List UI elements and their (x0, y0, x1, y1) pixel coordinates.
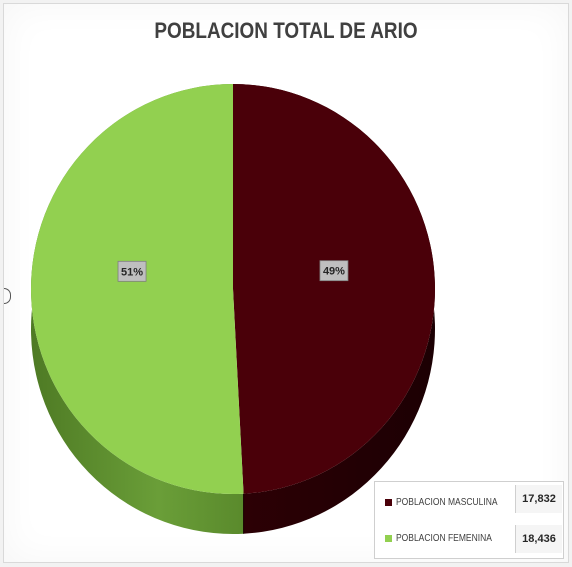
legend-item-femenina: POBLACION FEMENINA (375, 524, 515, 552)
legend-label-masculina: POBLACION MASCULINA (396, 496, 498, 508)
legend-swatch-masculina (385, 498, 392, 506)
data-label-box-femenina (117, 260, 147, 282)
pie-slice-femenina (31, 84, 244, 494)
data-label-text-femenina: 51% (121, 266, 143, 278)
data-label-masculina: 49% (319, 260, 349, 282)
data-label-box-masculina (319, 260, 349, 282)
data-label-text-masculina: 49% (323, 266, 345, 278)
legend-value-femenina: 18,436 (515, 525, 562, 553)
legend-swatch-femenina (385, 534, 392, 542)
legend-item-masculina: POBLACION MASCULINA (375, 488, 515, 516)
pie-slice-masculina (233, 84, 436, 494)
legend: POBLACION MASCULINA 17,832 POBLACION FEM… (374, 481, 564, 559)
legend-value-masculina: 17,832 (515, 485, 562, 513)
data-label-femenina: 51% (117, 260, 147, 282)
chart-title: POBLACION TOTAL DE ARIO (154, 18, 418, 43)
legend-label-femenina: POBLACION FEMENINA (396, 532, 492, 544)
